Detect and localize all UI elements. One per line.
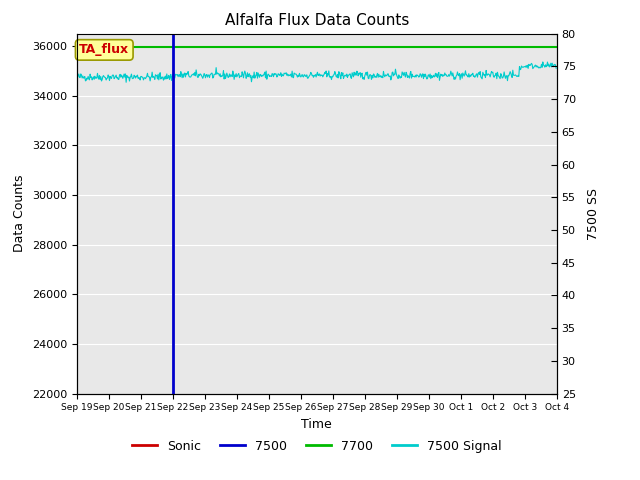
X-axis label: Time: Time xyxy=(301,418,332,431)
Legend: Sonic, 7500, 7700, 7500 Signal: Sonic, 7500, 7700, 7500 Signal xyxy=(127,434,506,457)
Y-axis label: 7500 SS: 7500 SS xyxy=(587,188,600,240)
Title: Alfalfa Flux Data Counts: Alfalfa Flux Data Counts xyxy=(225,13,409,28)
Text: TA_flux: TA_flux xyxy=(79,43,129,56)
Y-axis label: Data Counts: Data Counts xyxy=(13,175,26,252)
